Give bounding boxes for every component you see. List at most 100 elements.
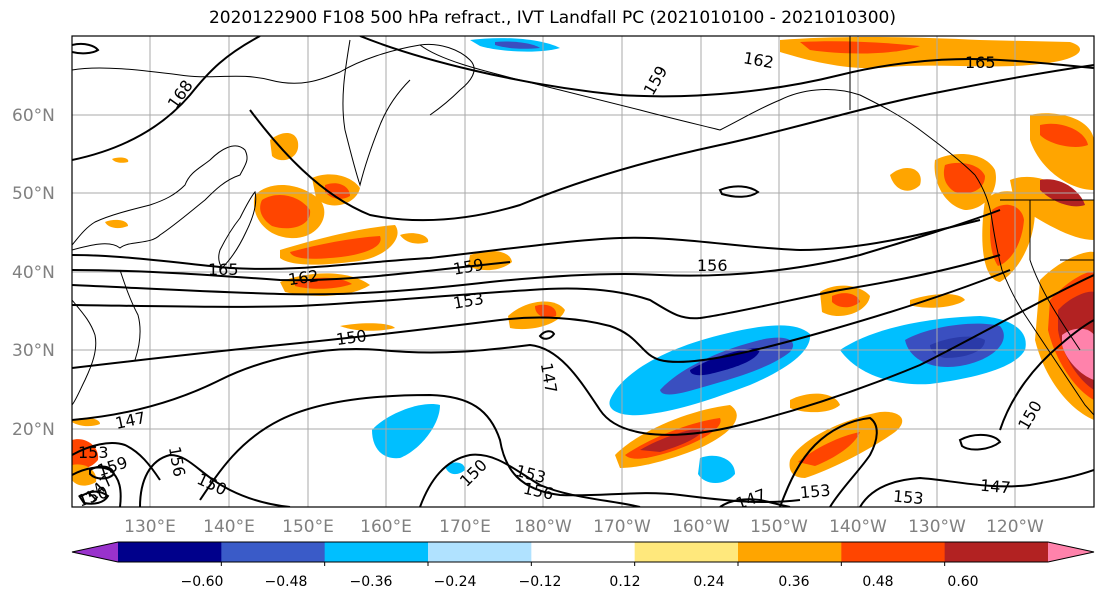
lon-label: 140°E bbox=[203, 517, 255, 537]
colorbar-segment bbox=[324, 542, 429, 562]
lon-label: 180°W bbox=[514, 517, 572, 537]
colorbar-tick-label: −0.48 bbox=[265, 574, 308, 590]
anomaly-blob bbox=[698, 455, 735, 483]
contour-line bbox=[78, 490, 110, 505]
contour-line bbox=[89, 465, 116, 480]
colorbar-segment bbox=[221, 542, 326, 562]
contour-line bbox=[779, 416, 878, 507]
contours bbox=[72, 36, 1094, 507]
contour-line bbox=[72, 261, 511, 282]
lon-label: 130°W bbox=[908, 517, 966, 537]
anomaly-blob bbox=[535, 304, 557, 318]
colorbar-tick-label: −0.24 bbox=[434, 574, 477, 590]
contour-label: 150 bbox=[335, 326, 368, 349]
anomaly-blob bbox=[1062, 328, 1094, 380]
colorbar-segment bbox=[944, 542, 1049, 562]
graticule bbox=[72, 36, 1094, 507]
lon-label: 150°W bbox=[750, 517, 808, 537]
map-title: 2020122900 F108 500 hPa refract., IVT La… bbox=[208, 8, 896, 28]
colorbar-tick-label: −0.36 bbox=[350, 574, 393, 590]
anomaly-blob bbox=[105, 219, 128, 229]
lon-axis: 130°E 140°E 150°E 160°E 170°E 180°W 170°… bbox=[124, 517, 1044, 537]
anomaly-blob bbox=[1040, 123, 1088, 147]
colorbar-tick-label: 0.36 bbox=[778, 574, 809, 590]
colorbar-tick-label: 0.12 bbox=[609, 574, 640, 590]
colorbar-segment bbox=[841, 542, 946, 562]
plot-area: 168 165 162 159 156 153 150 147 162 165 … bbox=[72, 36, 1094, 509]
contour-label: 165 bbox=[965, 53, 996, 72]
coastline-korea bbox=[119, 269, 141, 361]
anomaly-blob bbox=[340, 323, 395, 331]
contour-line bbox=[72, 219, 981, 270]
contour-label: 147 bbox=[979, 476, 1011, 498]
contour-line bbox=[72, 269, 1011, 369]
contour-line bbox=[139, 453, 291, 507]
anomaly-blob bbox=[798, 432, 860, 466]
anomaly-blob bbox=[372, 404, 440, 459]
anomaly-blob bbox=[445, 462, 465, 475]
contour-line bbox=[538, 330, 556, 340]
lon-label: 160°W bbox=[672, 517, 730, 537]
coastline-na-west bbox=[974, 174, 1094, 416]
colorbar-segment bbox=[738, 542, 842, 562]
colorbar-segment bbox=[118, 542, 222, 562]
lon-label: 120°W bbox=[986, 517, 1044, 537]
contour-label: 162 bbox=[287, 266, 320, 289]
lat-label: 20°N bbox=[12, 420, 55, 440]
contour-line bbox=[72, 274, 1094, 436]
lat-axis: 60°N 50°N 40°N 30°N 20°N bbox=[12, 106, 55, 440]
contour-line bbox=[719, 498, 791, 507]
colorbar-segment bbox=[428, 542, 532, 562]
contour-line bbox=[999, 319, 1094, 431]
colorbar-ticks: −0.60 −0.48 −0.36 −0.24 −0.12 0.12 0.24 … bbox=[181, 574, 979, 590]
anomaly-blob bbox=[690, 348, 760, 376]
plot-frame bbox=[71, 35, 1095, 508]
contour-line bbox=[72, 442, 161, 481]
border-line bbox=[1029, 259, 1081, 351]
lon-label: 160°E bbox=[360, 517, 412, 537]
colorbar bbox=[71, 541, 1095, 566]
anomaly-blob bbox=[495, 41, 540, 49]
lat-label: 50°N bbox=[12, 184, 55, 204]
contour-label: 153 bbox=[78, 443, 109, 462]
anomaly-blob bbox=[290, 236, 381, 259]
colorbar-extend-low bbox=[72, 542, 118, 562]
anomaly-blob bbox=[325, 183, 350, 199]
contour-line bbox=[859, 469, 1094, 507]
contour-label: 153 bbox=[799, 481, 831, 503]
anomaly-blob bbox=[400, 233, 429, 244]
contour-line bbox=[199, 393, 801, 504]
lat-label: 40°N bbox=[12, 263, 55, 283]
lon-label: 140°W bbox=[829, 517, 887, 537]
anomaly-blob bbox=[800, 41, 920, 54]
colorbar-segment bbox=[634, 542, 739, 562]
contour-line bbox=[249, 64, 1094, 222]
lat-label: 60°N bbox=[12, 106, 55, 126]
lat-label: 30°N bbox=[12, 341, 55, 361]
contour-line bbox=[359, 36, 1094, 98]
anomaly-blob bbox=[270, 133, 299, 161]
colorbar-tick-label: 0.24 bbox=[693, 574, 724, 590]
contour-label: 165 bbox=[208, 260, 239, 279]
contour-line bbox=[72, 209, 1001, 296]
coastline-asia bbox=[72, 145, 248, 251]
colorbar-tick-label: −0.60 bbox=[181, 574, 224, 590]
colorbar-tick-label: 0.60 bbox=[947, 574, 978, 590]
coastline-china bbox=[72, 299, 97, 406]
coastline-kamchatka bbox=[342, 39, 411, 187]
contour-line bbox=[72, 254, 1001, 320]
lon-label: 150°E bbox=[282, 517, 334, 537]
colorbar-outline bbox=[71, 541, 1095, 563]
anomaly-blob bbox=[943, 162, 985, 194]
colorbar-extend-high bbox=[1048, 542, 1094, 562]
anomaly-blob bbox=[832, 293, 860, 308]
anomaly-blob bbox=[890, 167, 921, 191]
contour-label: 156 bbox=[697, 256, 728, 275]
contour-label: 153 bbox=[892, 487, 924, 509]
lon-label: 170°W bbox=[593, 517, 651, 537]
colorbar-tick-label: 0.48 bbox=[862, 574, 893, 590]
contour-line bbox=[958, 434, 1002, 451]
colorbar-segment bbox=[531, 542, 636, 562]
contour-line bbox=[718, 185, 760, 198]
